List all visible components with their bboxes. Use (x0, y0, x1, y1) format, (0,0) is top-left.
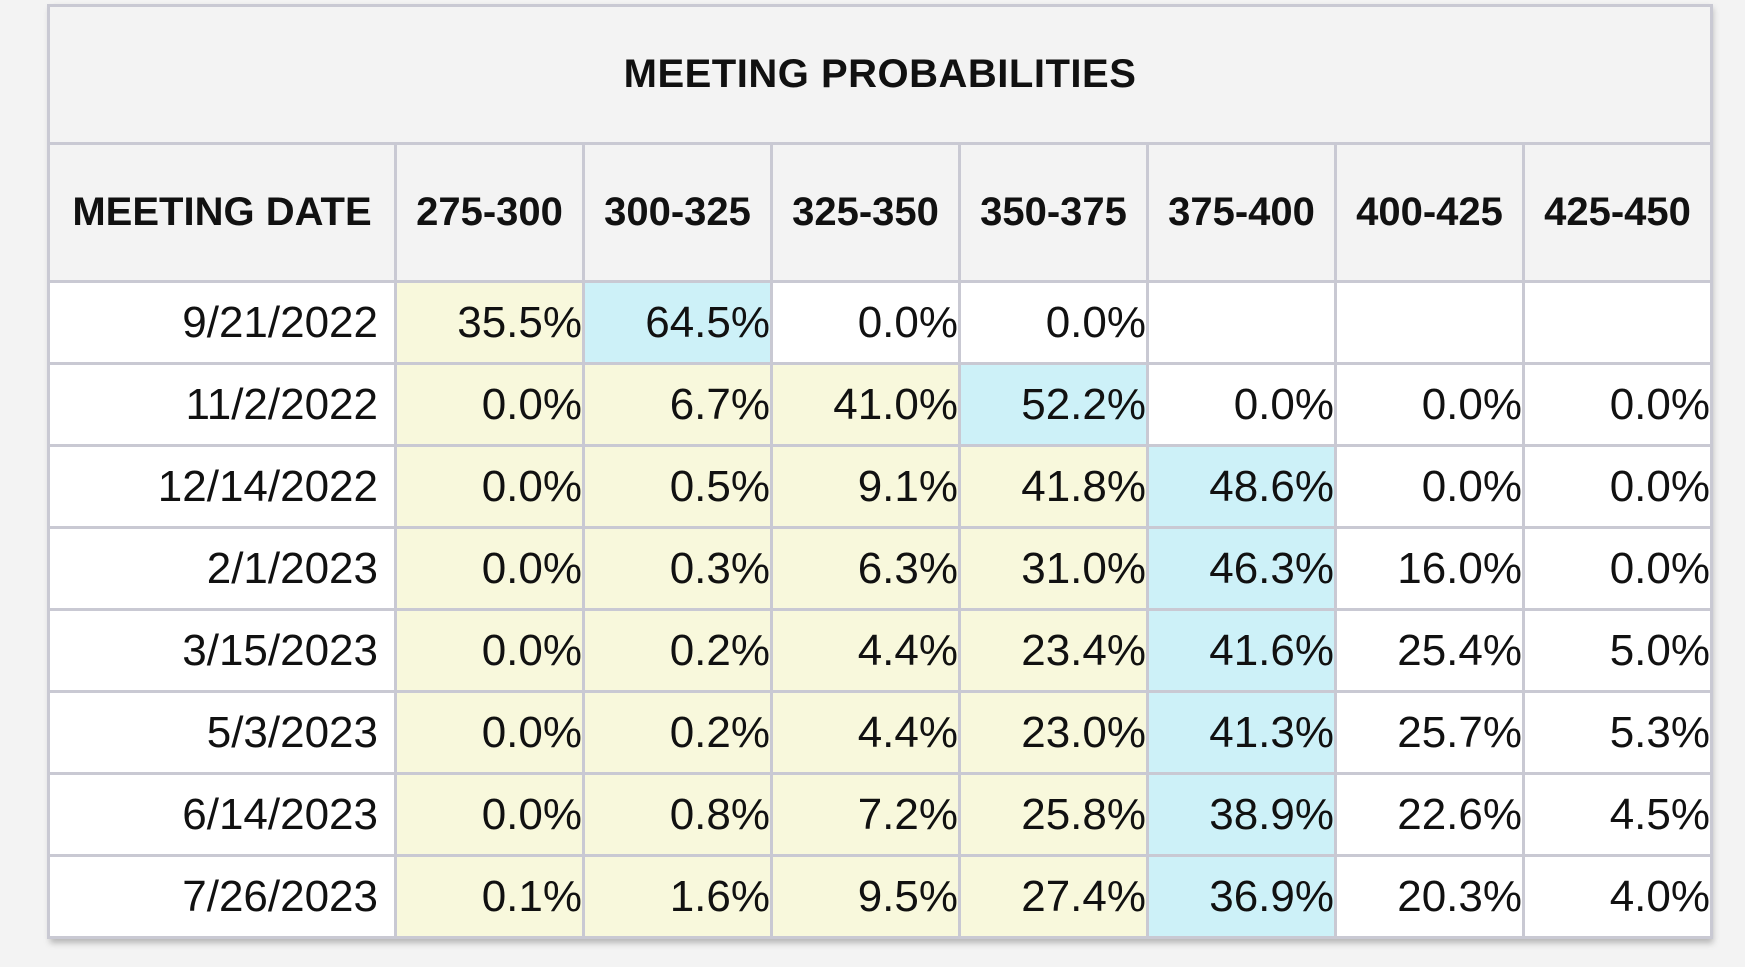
title-row: MEETING PROBABILITIES (47, 4, 1713, 145)
table-row: 2/1/2023 0.0% 0.3% 6.3% 31.0% 46.3% 16.0% 0.0% (47, 526, 1713, 611)
probability-cell: 0.5% (582, 444, 773, 529)
column-header: 350-375 (958, 142, 1149, 283)
probability-cell: 0.0% (1522, 526, 1713, 611)
probability-cell: 36.9% (1146, 854, 1337, 939)
probability-cell: 5.0% (1522, 608, 1713, 693)
probability-cell: 38.9% (1146, 772, 1337, 857)
probability-cell: 0.0% (1334, 362, 1525, 447)
column-header: 325-350 (770, 142, 961, 283)
probability-cell: 0.2% (582, 608, 773, 693)
probability-cell: 0.0% (394, 362, 585, 447)
meeting-date-cell: 12/14/2022 (47, 444, 397, 529)
table-row: 11/2/2022 0.0% 6.7% 41.0% 52.2% 0.0% 0.0% 0.0% (47, 362, 1713, 447)
probability-cell: 9.1% (770, 444, 961, 529)
table-row: 9/21/2022 35.5% 64.5% 0.0% 0.0% (47, 280, 1713, 365)
probability-cell: 16.0% (1334, 526, 1525, 611)
probability-cell: 41.3% (1146, 690, 1337, 775)
table-title: MEETING PROBABILITIES (47, 4, 1713, 145)
probability-cell: 4.4% (770, 690, 961, 775)
probability-cell: 0.0% (958, 280, 1149, 365)
probability-cell: 7.2% (770, 772, 961, 857)
meeting-date-cell: 2/1/2023 (47, 526, 397, 611)
table-body: 9/21/2022 35.5% 64.5% 0.0% 0.0% 11/2/2022 0.0%… (47, 280, 1713, 939)
probability-cell: 0.2% (582, 690, 773, 775)
column-header: 425-450 (1522, 142, 1713, 283)
probability-cell: 4.0% (1522, 854, 1713, 939)
probability-cell: 9.5% (770, 854, 961, 939)
probability-cell: 64.5% (582, 280, 773, 365)
probability-cell: 52.2% (958, 362, 1149, 447)
probability-cell: 46.3% (1146, 526, 1337, 611)
meeting-date-cell: 6/14/2023 (47, 772, 397, 857)
header-row: MEETING DATE 275-300 300-325 325-350 350… (47, 142, 1713, 283)
probability-cell: 5.3% (1522, 690, 1713, 775)
probability-cell: 0.0% (1522, 362, 1713, 447)
probability-cell: 1.6% (582, 854, 773, 939)
probability-cell: 25.7% (1334, 690, 1525, 775)
probability-cell: 35.5% (394, 280, 585, 365)
probability-cell (1146, 280, 1337, 365)
column-header: 275-300 (394, 142, 585, 283)
probability-cell: 22.6% (1334, 772, 1525, 857)
probability-cell: 0.0% (394, 772, 585, 857)
table-row: 12/14/2022 0.0% 0.5% 9.1% 41.8% 48.6% 0.0% 0.0% (47, 444, 1713, 529)
column-header: 300-325 (582, 142, 773, 283)
probability-cell: 48.6% (1146, 444, 1337, 529)
probability-cell: 0.0% (1334, 444, 1525, 529)
probability-cell: 0.1% (394, 854, 585, 939)
meeting-date-cell: 7/26/2023 (47, 854, 397, 939)
meeting-date-cell: 11/2/2022 (47, 362, 397, 447)
probability-cell: 0.0% (1146, 362, 1337, 447)
table-row: 7/26/2023 0.1% 1.6% 9.5% 27.4% 36.9% 20.3% 4.0% (47, 854, 1713, 939)
column-header: MEETING DATE (47, 142, 397, 283)
probability-cell: 0.0% (1522, 444, 1713, 529)
probability-cell: 41.6% (1146, 608, 1337, 693)
probability-cell: 6.7% (582, 362, 773, 447)
probability-cell: 20.3% (1334, 854, 1525, 939)
meeting-date-cell: 3/15/2023 (47, 608, 397, 693)
probability-cell: 0.0% (394, 444, 585, 529)
table-row: 5/3/2023 0.0% 0.2% 4.4% 23.0% 41.3% 25.7% 5.3% (47, 690, 1713, 775)
probability-cell (1522, 280, 1713, 365)
probability-cell: 23.0% (958, 690, 1149, 775)
probability-cell: 23.4% (958, 608, 1149, 693)
probability-cell: 25.8% (958, 772, 1149, 857)
column-header: 375-400 (1146, 142, 1337, 283)
probability-cell: 0.0% (770, 280, 961, 365)
probability-cell (1334, 280, 1525, 365)
probability-cell: 4.5% (1522, 772, 1713, 857)
probability-cell: 0.8% (582, 772, 773, 857)
meeting-date-cell: 9/21/2022 (47, 280, 397, 365)
probability-cell: 31.0% (958, 526, 1149, 611)
probability-cell: 4.4% (770, 608, 961, 693)
meeting-probabilities-panel: MEETING PROBABILITIES MEETING DATE 275-3… (47, 4, 1713, 939)
probability-cell: 0.0% (394, 690, 585, 775)
column-header: 400-425 (1334, 142, 1525, 283)
probabilities-table: MEETING PROBABILITIES MEETING DATE 275-3… (47, 4, 1713, 939)
table-row: 6/14/2023 0.0% 0.8% 7.2% 25.8% 38.9% 22.6% 4.5% (47, 772, 1713, 857)
table-row: 3/15/2023 0.0% 0.2% 4.4% 23.4% 41.6% 25.4% 5.0% (47, 608, 1713, 693)
probability-cell: 0.0% (394, 608, 585, 693)
probability-cell: 27.4% (958, 854, 1149, 939)
probability-cell: 0.0% (394, 526, 585, 611)
probability-cell: 41.8% (958, 444, 1149, 529)
probability-cell: 41.0% (770, 362, 961, 447)
probability-cell: 0.3% (582, 526, 773, 611)
probability-cell: 25.4% (1334, 608, 1525, 693)
meeting-date-cell: 5/3/2023 (47, 690, 397, 775)
probability-cell: 6.3% (770, 526, 961, 611)
